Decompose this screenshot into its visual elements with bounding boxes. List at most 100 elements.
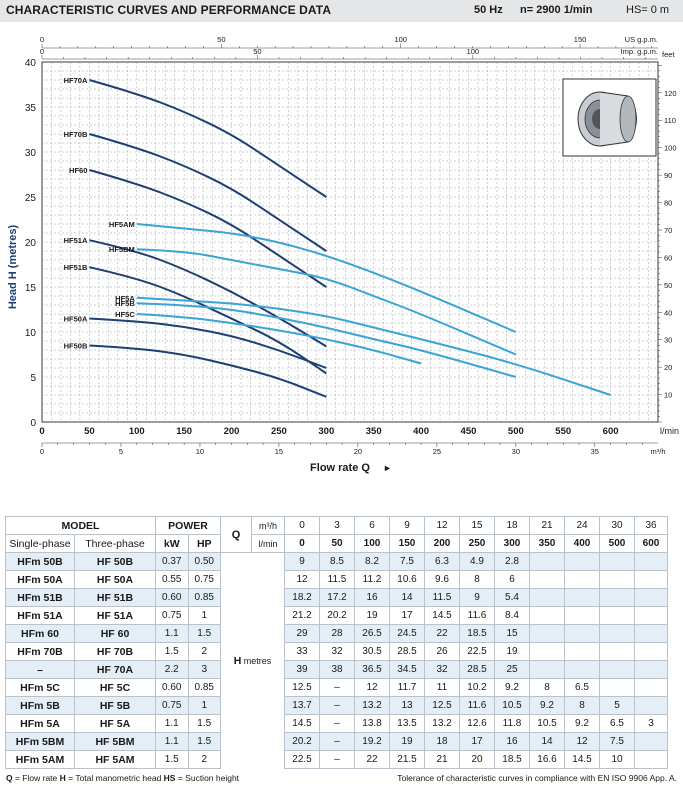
usgpm-tick-label: 100 — [394, 35, 407, 44]
head-value — [634, 678, 668, 697]
three-phase-model: HF 50A — [74, 570, 156, 589]
x-axis-title: Flow rate Q — [310, 462, 370, 474]
frequency-label: 50 Hz — [474, 4, 503, 16]
three-phase-model: HF 60 — [74, 624, 156, 643]
three-phase-model: HF 5A — [74, 714, 156, 733]
head-value: 8 — [529, 678, 565, 697]
head-value: 12 — [354, 678, 390, 697]
page-header: CHARACTERISTIC CURVES AND PERFORMANCE DA… — [0, 0, 683, 22]
head-value: 10.2 — [459, 678, 495, 697]
metres-label: metres — [243, 655, 272, 666]
q-m3h-cell: 6 — [354, 516, 390, 535]
hp-header: HP — [187, 534, 221, 553]
head-value: – — [319, 750, 355, 769]
three-phase-model: HF 5AM — [74, 750, 156, 769]
usgpm-tick-label: 150 — [574, 35, 587, 44]
three-phase-model: HF 51A — [74, 606, 156, 625]
power-kw: 0.75 — [155, 606, 189, 625]
curve-hf70a — [89, 79, 327, 198]
power-hp: 2 — [187, 642, 221, 661]
power-hp: 0.75 — [187, 570, 221, 589]
q-lmin-cell: 300 — [494, 534, 530, 553]
head-value: 15 — [494, 624, 530, 643]
kw-header: kW — [155, 534, 189, 553]
table-row: HFm 51A HF 51A 0.75 1 21.2 20.2 19 17 14.5 11.6 8.… — [5, 606, 668, 625]
table-row: HFm 5A HF 5A 1.1 1.5 14.5–13.8 13.5 13.2 12.6 11… — [5, 714, 668, 733]
head-value: 13.2 — [354, 696, 390, 715]
footer-hs-abbr: HS — [163, 773, 176, 783]
feet-tick-label: 110 — [664, 116, 676, 125]
x-tick-label: 50 — [84, 426, 95, 437]
head-value: 11.8 — [494, 714, 530, 733]
head-value: 9.2 — [564, 714, 600, 733]
head-value: 11.6 — [459, 606, 495, 625]
power-kw: 1.5 — [155, 642, 189, 661]
head-value: 13 — [389, 696, 425, 715]
head-value: 18.2 — [284, 588, 320, 607]
power-hp: 0.85 — [187, 588, 221, 607]
head-value: 14 — [389, 588, 425, 607]
q-lmin-cell: 0 — [284, 534, 320, 553]
head-value: 11.5 — [424, 588, 460, 607]
chart-labels: HF70A HF70B HF60 HF51A HF51B HF50A HF50B HF5AM H… — [64, 76, 136, 351]
head-value: 17 — [389, 606, 425, 625]
curve-hf50b — [89, 344, 327, 398]
chart-grid — [41, 61, 659, 423]
feet-tick-label: 20 — [664, 363, 672, 372]
head-value: 11.2 — [354, 570, 390, 589]
x-tick-label: 350 — [366, 426, 382, 437]
feet-tick-label: 40 — [664, 308, 672, 317]
head-value — [529, 588, 565, 607]
x-tick-label: 400 — [413, 426, 429, 437]
head-value — [564, 588, 600, 607]
head-value: 14.5 — [284, 714, 320, 733]
feet-tick-label: 100 — [664, 144, 677, 153]
single-phase-model: HFm 5A — [5, 714, 75, 733]
m3h-unit-cell: m³/h — [251, 516, 285, 535]
footer-legend: Q = Flow rate H = Total manometric head … — [6, 773, 239, 783]
head-value — [529, 606, 565, 625]
q-m3h-cell: 18 — [494, 516, 530, 535]
head-value — [599, 570, 635, 589]
head-value: 16.6 — [529, 750, 565, 769]
q-lmin-cell: 400 — [564, 534, 600, 553]
feet-tick-label: 30 — [664, 336, 672, 345]
single-phase-model: HFm 5AM — [5, 750, 75, 769]
head-value: 10.5 — [529, 714, 565, 733]
head-value — [564, 642, 600, 661]
head-value — [529, 570, 565, 589]
head-value: – — [319, 678, 355, 697]
curve-label-hf50b: HF50B — [64, 342, 88, 351]
three-phase-model: HF 5C — [74, 678, 156, 697]
three-phase-model: HF 5B — [74, 696, 156, 715]
y-tick-label: 0 — [30, 418, 36, 429]
three-phase-model: HF 70B — [74, 642, 156, 661]
y-tick-label: 15 — [25, 283, 37, 294]
head-value: 10.6 — [389, 570, 425, 589]
head-value — [599, 606, 635, 625]
power-kw: 1.1 — [155, 624, 189, 643]
head-value: 30.5 — [354, 642, 390, 661]
footer-tolerance: Tolerance of characteristic curves in co… — [397, 773, 677, 783]
head-value: 8.5 — [319, 552, 355, 571]
head-value: 9.6 — [424, 570, 460, 589]
curve-hf60 — [89, 169, 327, 288]
head-value: 8.2 — [354, 552, 390, 571]
head-value — [599, 552, 635, 571]
power-kw: 1.1 — [155, 714, 189, 733]
head-value: 8 — [564, 696, 600, 715]
head-value: 12.5 — [424, 696, 460, 715]
curve-label-hf70a: HF70A — [64, 76, 88, 85]
head-value: 39 — [284, 660, 320, 679]
power-kw: 0.55 — [155, 570, 189, 589]
single-phase-model: HFm 5B — [5, 696, 75, 715]
power-hp: 1.5 — [187, 624, 221, 643]
m3h-tick-label: 10 — [196, 447, 204, 456]
head-value: 14 — [529, 732, 565, 751]
feet-tick-label: 120 — [664, 89, 677, 98]
curve-label-hf5am: HF5AM — [109, 220, 135, 229]
head-value — [529, 660, 565, 679]
head-value: 13.8 — [354, 714, 390, 733]
head-value: 20 — [459, 750, 495, 769]
impgpm-tick-label: 100 — [467, 47, 480, 56]
